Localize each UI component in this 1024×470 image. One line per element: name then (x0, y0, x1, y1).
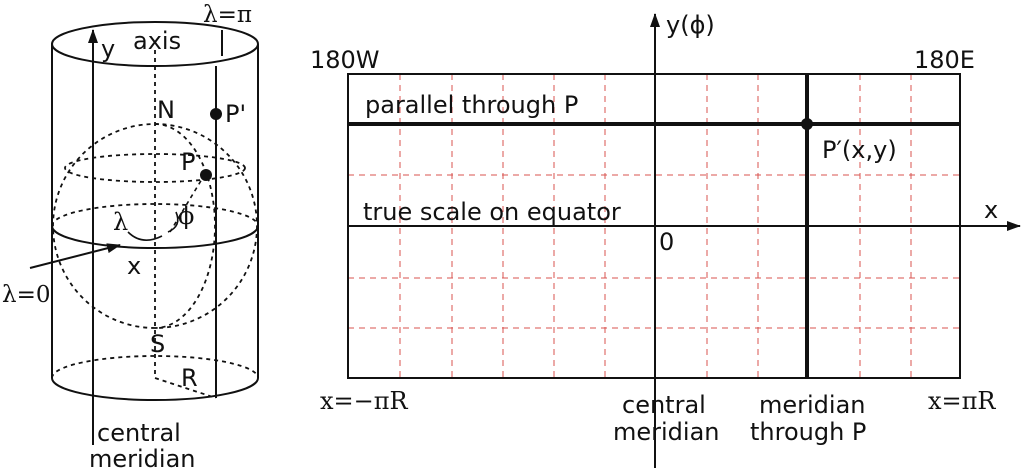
map-y-axis-label: y(ϕ) (666, 11, 715, 39)
equator-back (51, 203, 259, 227)
right-edge-x-label: x=πR (928, 387, 996, 415)
cylinder-figure (29, 21, 259, 445)
equator-front (51, 225, 259, 249)
globe-outline (52, 123, 258, 329)
lambda-zero-label: λ=0 (2, 282, 50, 308)
cylinder-bottom-back (51, 355, 259, 379)
lambda-pi-label: λ=π (203, 2, 252, 28)
map-grid (348, 74, 960, 378)
point-p-projected (801, 118, 813, 130)
globe-meridian (154, 123, 216, 329)
p-label: P (181, 148, 195, 176)
cylinder-y-label: y (101, 35, 115, 63)
phi-arc (167, 211, 179, 233)
map-180e-label: 180E (914, 46, 975, 74)
lambda-arc (127, 231, 163, 241)
p-to-center-line (169, 173, 206, 233)
lambda-zero-arrow (29, 243, 121, 269)
projected-point-label: P′(x,y) (822, 136, 897, 164)
cylinder-central-label-2: meridian (89, 445, 196, 470)
cylinder-bottom-front (51, 377, 259, 401)
radius-label: R (181, 364, 198, 392)
map-180w-label: 180W (310, 46, 380, 74)
radius-line (154, 377, 217, 399)
lambda-angle-label: λ (113, 208, 128, 236)
globe-parallel (64, 153, 246, 183)
meridian-through-p-label-1: meridian (759, 391, 866, 419)
phi-angle-label: ϕ (178, 202, 194, 230)
south-pole-label: S (150, 330, 165, 358)
cylinder-x-label: x (127, 252, 141, 280)
map-central-label-2: meridian (613, 418, 720, 446)
map-central-label-1: central (622, 391, 706, 419)
north-pole-label: N (157, 96, 175, 124)
cylinder-central-label-1: central (97, 419, 181, 447)
left-edge-x-label: x=−πR (320, 387, 409, 415)
axis-label: axis (133, 27, 181, 55)
map-x-axis-label: x (984, 196, 998, 224)
point-p (200, 169, 212, 181)
p-prime-label: P' (225, 100, 246, 128)
point-p-prime (210, 108, 222, 120)
parallel-through-p-label: parallel through P (365, 91, 578, 119)
origin-label: 0 (659, 228, 674, 256)
equator-label: true scale on equator (363, 198, 621, 226)
meridian-through-p-label-2: through P (750, 418, 866, 446)
